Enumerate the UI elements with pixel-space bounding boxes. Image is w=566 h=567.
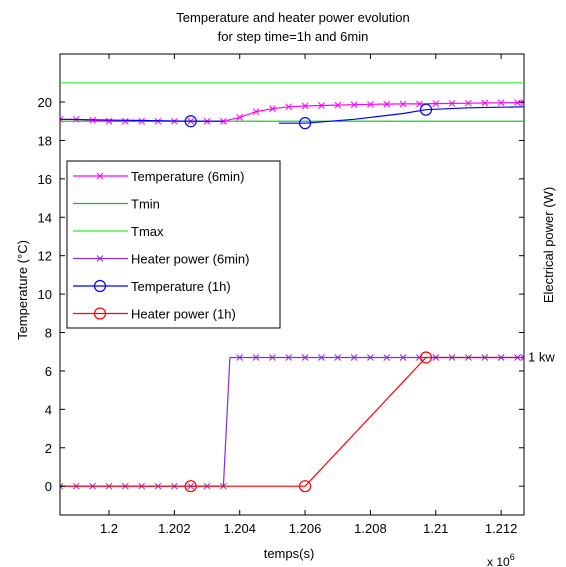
series-temperature-1h-point [419,103,433,116]
series-heater-power-6min-point [399,354,407,361]
series-temperature-6min-point [497,99,505,107]
y-tick-label: 12 [38,249,52,264]
legend-label-temperature-6min: Temperature (6min) [131,169,244,184]
series-heater-power-6min-point [334,354,342,361]
y-tick-label: 4 [45,402,52,417]
x-axis-exponent: x 106 [487,552,515,567]
series-temperature-1h-point [184,115,197,128]
y-tick-label: 6 [45,364,52,379]
chart-title-line-1: Temperature and heater power evolution [176,10,409,25]
x-tick-label: 1.204 [223,521,256,536]
series-temperature-6min-point [121,117,129,125]
y-tick-label: 14 [38,210,52,225]
series-temperature-1h-point [298,117,312,130]
series-temperature-6min-point [334,101,342,109]
series-temperature-6min-point [138,117,146,125]
x-axis-label: temps(s) [264,546,315,561]
series-temperature-6min-point [60,115,64,123]
series-temperature-6min-point [236,114,244,121]
series-temperature-6min-point [318,102,325,109]
legend-label-heater-power-6min: Heater power (6min) [131,252,250,267]
series-heater-power-6min-point [350,354,358,361]
legend: Temperature (6min) Tmin Tmax Heater power (… [66,160,281,329]
series-temperature-1h-line [60,118,224,122]
series-heater-power-6min-point [301,354,309,361]
plot-lines [60,82,524,493]
series-temperature-6min-point [383,100,391,108]
y-tick-label: 0 [45,479,52,494]
y-axis-label: Temperature (°C) [15,240,30,340]
legend-box [66,160,281,329]
series-temperature-6min-line [60,101,524,122]
x-tick-label: 1.21 [423,521,448,536]
legend-label-heater-power-1h: Heater power (1h) [131,307,236,322]
legend-label-tmin: Tmin [131,197,160,212]
y-tick-label: 8 [45,326,52,341]
series-heater-power-1h-point [184,480,197,493]
series-temperature-6min-point [448,100,456,107]
legend-marker-temperature-6min [96,172,104,180]
legend-marker-heater-power-1h [93,307,107,320]
series-temperature-6min-point [269,105,276,113]
series-heater-power-6min-point [318,354,325,361]
chart-title-line-2: for step time=1h and 6min [218,29,369,44]
y-tick-label: 18 [38,133,52,148]
x-axis-exponent-base: x 10 [487,555,510,567]
x-axis-exponent-power: 6 [510,552,515,562]
x-axis-ticks: 1.2 1.202 1.204 1.206 1.208 1.21 1.212 [100,54,517,536]
series-temperature-6min-point [432,100,440,107]
series-temperature-6min-point [367,100,374,108]
annotation-1kw: 1 kw [528,349,555,364]
series-temperature-6min-point [399,100,407,108]
series-heater-power-1h-line [60,356,524,487]
legend-marker-temperature-1h [93,279,107,293]
series-temperature-6min-point [481,99,489,107]
series-temperature-1h-line [278,106,524,124]
y-axis-ticks: 0 2 4 6 8 10 12 14 16 18 20 [38,95,524,494]
series-temperature-6min-point [105,117,113,125]
series-heater-power-6min-point [269,354,276,361]
series-heater-power-6min-point [60,482,64,490]
series-heater-power-6min-point [367,354,374,361]
legend-label-temperature-1h: Temperature (1h) [131,279,231,294]
series-heater-power-6min-point [520,354,524,361]
y-tick-label: 20 [38,95,52,110]
series-temperature-6min-point [252,108,260,115]
legend-marker-heater-power-6min [96,255,104,262]
legend-label-tmax: Tmax [131,224,164,239]
series-heater-power-6min-point [285,354,293,361]
series-heater-power-6min-point [252,354,260,361]
x-tick-label: 1.202 [158,521,191,536]
y-tick-label: 2 [45,441,52,456]
y-tick-label: 16 [38,172,52,187]
series-heater-power-6min-point [236,354,244,361]
x-tick-label: 1.206 [289,521,322,536]
series-heater-power-6min-point [383,354,391,361]
series-temperature-6min-point [350,101,358,109]
series-heater-power-1h-point [298,480,312,493]
y2-axis-label: Electrical power (W) [541,187,556,303]
y-tick-label: 10 [38,287,52,302]
x-tick-label: 1.212 [485,521,518,536]
series-heater-power-1h-point [419,351,433,364]
series-temperature-6min-point [301,102,309,110]
x-tick-label: 1.208 [354,521,387,536]
series-temperature-6min-point [465,99,472,107]
series-temperature-6min-point [285,103,293,111]
series-temperature-6min-point [520,99,524,106]
series-temperature-6min-point [514,99,521,106]
x-tick-label: 1.2 [100,521,118,536]
